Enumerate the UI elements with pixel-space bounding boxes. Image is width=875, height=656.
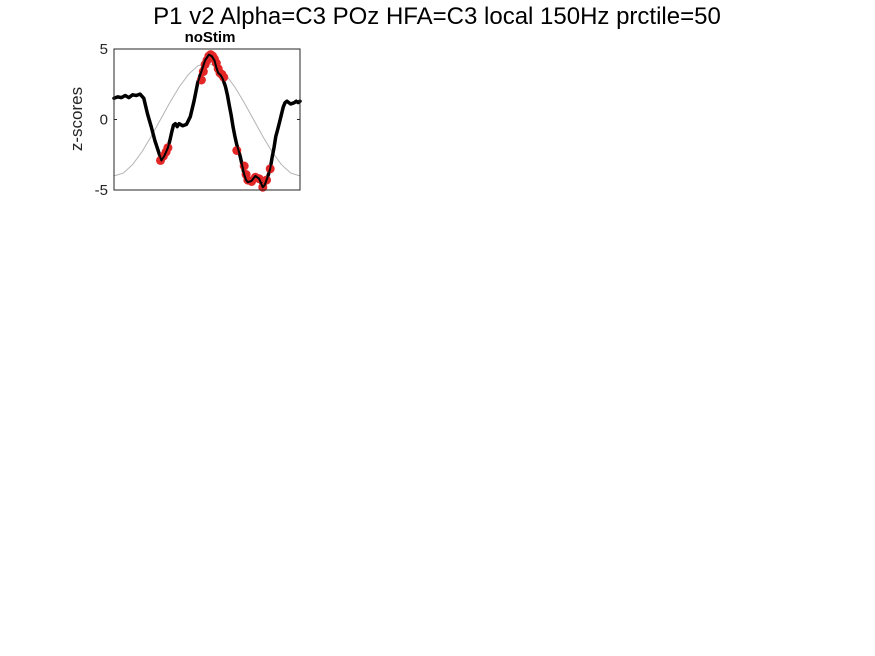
signal-series-overlay	[113, 53, 301, 189]
plot-axes: noStim -5 0 5 z-scores	[67, 29, 302, 199]
y-tick-label: -5	[95, 182, 108, 199]
axes-title: noStim	[185, 29, 236, 46]
figure-title: P1 v2 Alpha=C3 POz HFA=C3 local 150Hz pr…	[153, 3, 721, 30]
y-axis-label: z-scores	[67, 87, 86, 151]
y-tick-label: 0	[100, 112, 108, 129]
y-tick-label: 5	[100, 41, 108, 58]
marker-layer	[113, 50, 301, 192]
y-tick-layer: -5 0 5	[95, 41, 300, 199]
